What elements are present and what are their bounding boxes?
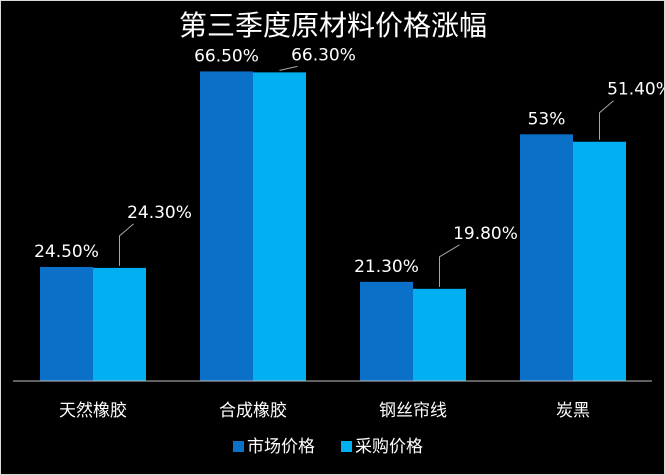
legend-swatch-1 — [341, 441, 352, 452]
bars-layer — [40, 71, 626, 381]
data-label-market-3: 53% — [528, 109, 566, 129]
data-label-market-0: 24.50% — [34, 242, 99, 262]
chart-title: 第三季度原材料价格涨幅 — [179, 9, 487, 42]
data-label-purchase-1: 66.30% — [291, 45, 356, 65]
leader-line-purchase-2 — [439, 244, 460, 287]
data-labels-layer: 24.50% 24.30% 66.50% 66.30% 21.30% 19.80% 53% 5… — [34, 45, 664, 287]
legend-swatch-0 — [233, 441, 244, 452]
data-label-market-2: 21.30% — [354, 257, 419, 277]
category-label-2: 钢丝帘线 — [379, 401, 447, 421]
leader-line-purchase-1 — [279, 65, 298, 71]
legend: 市场价格 采购价格 — [233, 437, 423, 457]
data-label-purchase-2: 19.80% — [453, 224, 518, 244]
bar-purchase-3 — [573, 141, 626, 381]
legend-label-1: 采购价格 — [355, 437, 423, 457]
category-label-3: 炭黑 — [556, 401, 590, 421]
data-label-purchase-3: 51.40% — [607, 80, 664, 100]
bar-market-3 — [520, 134, 573, 381]
leader-line-purchase-0 — [119, 223, 134, 266]
bar-market-1 — [200, 71, 253, 381]
category-label-0: 天然橡胶 — [59, 401, 127, 421]
legend-label-0: 市场价格 — [247, 437, 315, 457]
data-label-market-1: 66.50% — [194, 46, 259, 66]
data-label-purchase-0: 24.30% — [127, 203, 192, 223]
bar-purchase-1 — [253, 72, 306, 381]
category-labels-layer: 天然橡胶 合成橡胶 钢丝帘线 炭黑 — [59, 401, 590, 421]
leader-line-purchase-3 — [599, 100, 614, 140]
category-label-1: 合成橡胶 — [219, 401, 287, 421]
bar-purchase-0 — [93, 267, 146, 381]
bar-market-2 — [360, 281, 413, 381]
bar-purchase-2 — [413, 288, 466, 381]
bar-market-0 — [40, 266, 93, 381]
